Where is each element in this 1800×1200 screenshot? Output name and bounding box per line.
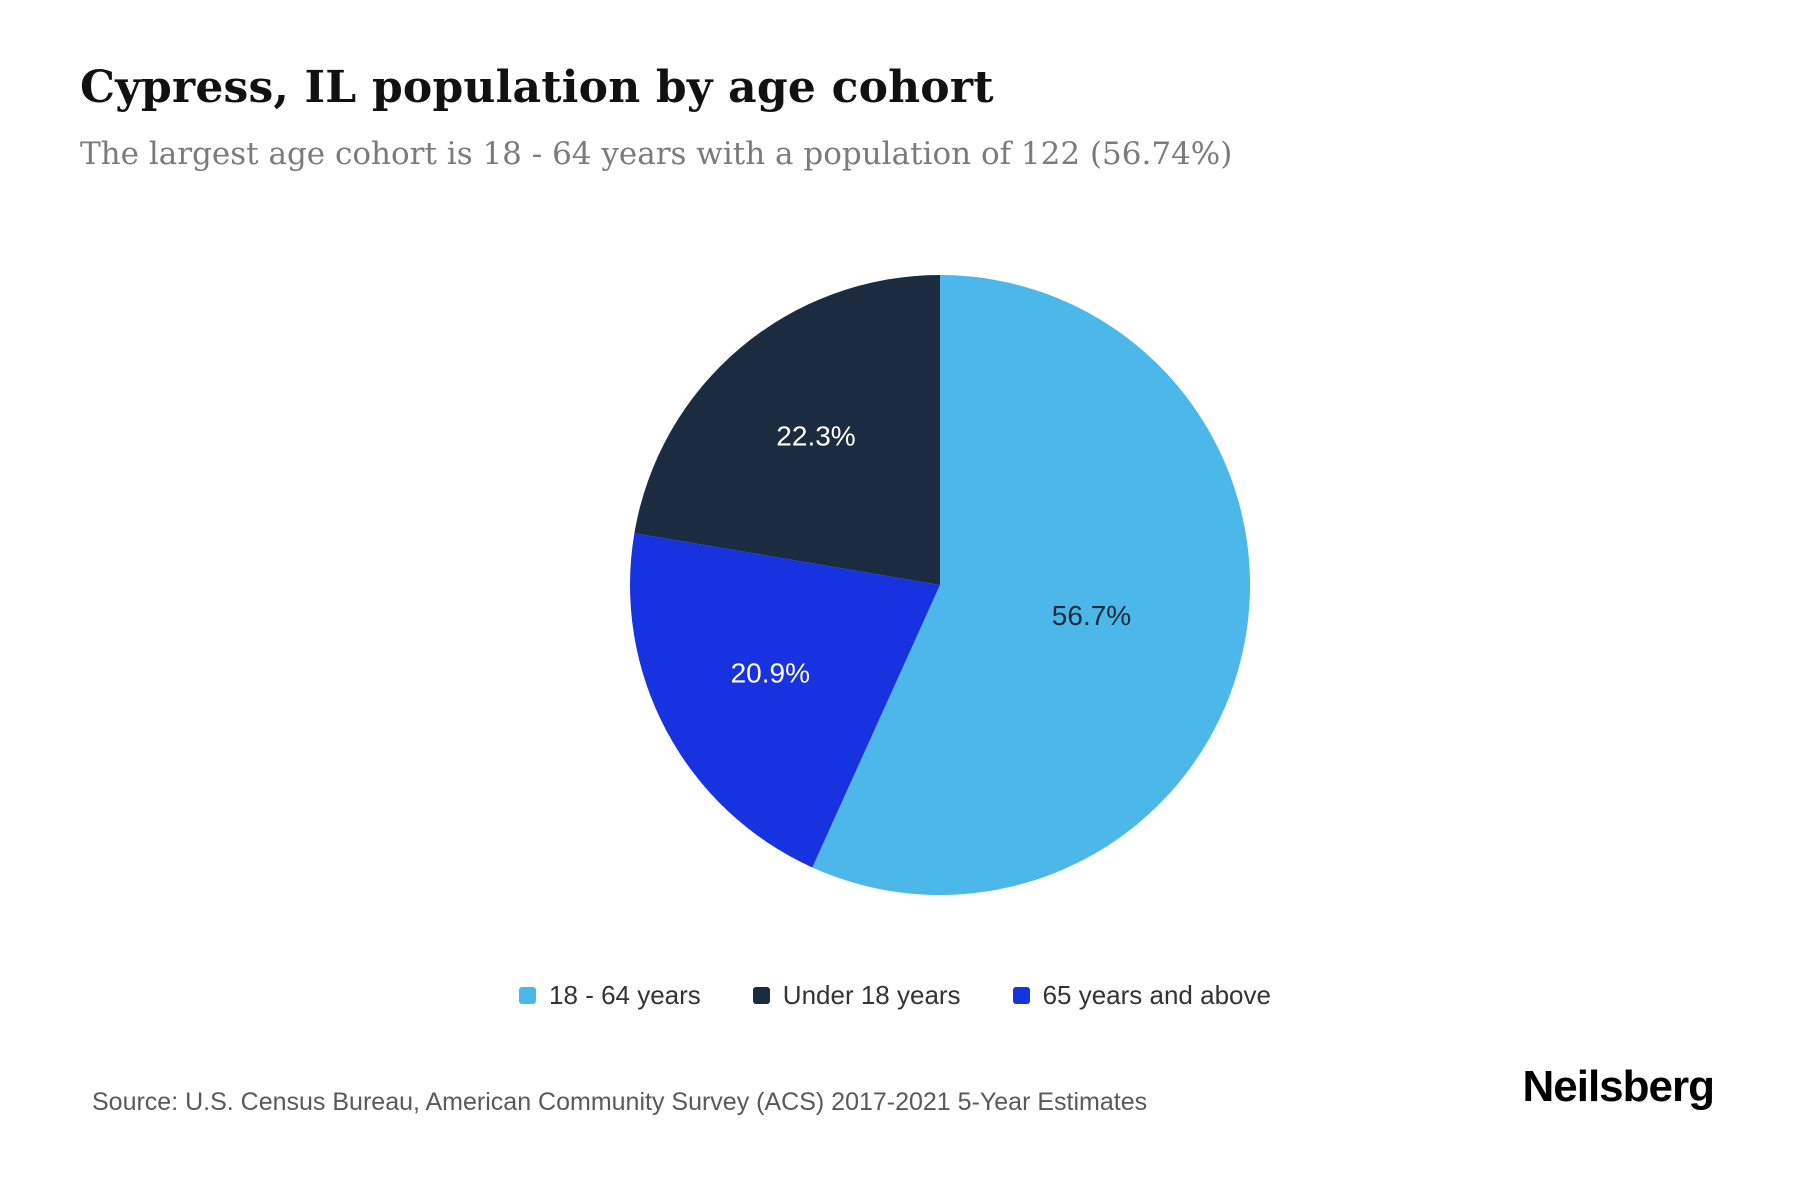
legend-item-65-years-and-above[interactable]: 65 years and above [1012, 980, 1271, 1011]
chart-title: Cypress, IL population by age cohort [80, 62, 994, 113]
pie-slice-65-years-and-above[interactable] [630, 533, 940, 868]
pie-slice-value-label: 20.9% [731, 658, 810, 689]
pie-slice-under-18-years[interactable] [634, 274, 940, 585]
legend: 18 - 64 years Under 18 years 65 years an… [45, 980, 1745, 1011]
pie-svg: 56.7% 20.9% 22.3% [630, 274, 1251, 895]
legend-label: Under 18 years [782, 980, 961, 1010]
legend-swatch [1012, 987, 1030, 1004]
pie-slice-value-label: 56.7% [1052, 600, 1131, 631]
legend-swatch [519, 987, 537, 1004]
source-attribution: Source: U.S. Census Bureau, American Com… [92, 1088, 1148, 1116]
pie-slice-18-64-years[interactable] [812, 275, 1251, 895]
legend-item-under-18-years[interactable]: Under 18 years [752, 980, 961, 1011]
legend-item-18-64-years[interactable]: 18 - 64 years [519, 980, 701, 1011]
neilsberg-logo[interactable]: Neilsberg [1522, 1062, 1715, 1111]
legend-label: 65 years and above [1042, 980, 1271, 1010]
legend-swatch [752, 987, 770, 1004]
chart-subtitle: The largest age cohort is 18 - 64 years … [80, 136, 1233, 172]
pie-chart: 56.7% 20.9% 22.3% [610, 255, 1270, 915]
pie-slice-value-label: 22.3% [776, 421, 855, 452]
legend-label: 18 - 64 years [549, 980, 701, 1010]
